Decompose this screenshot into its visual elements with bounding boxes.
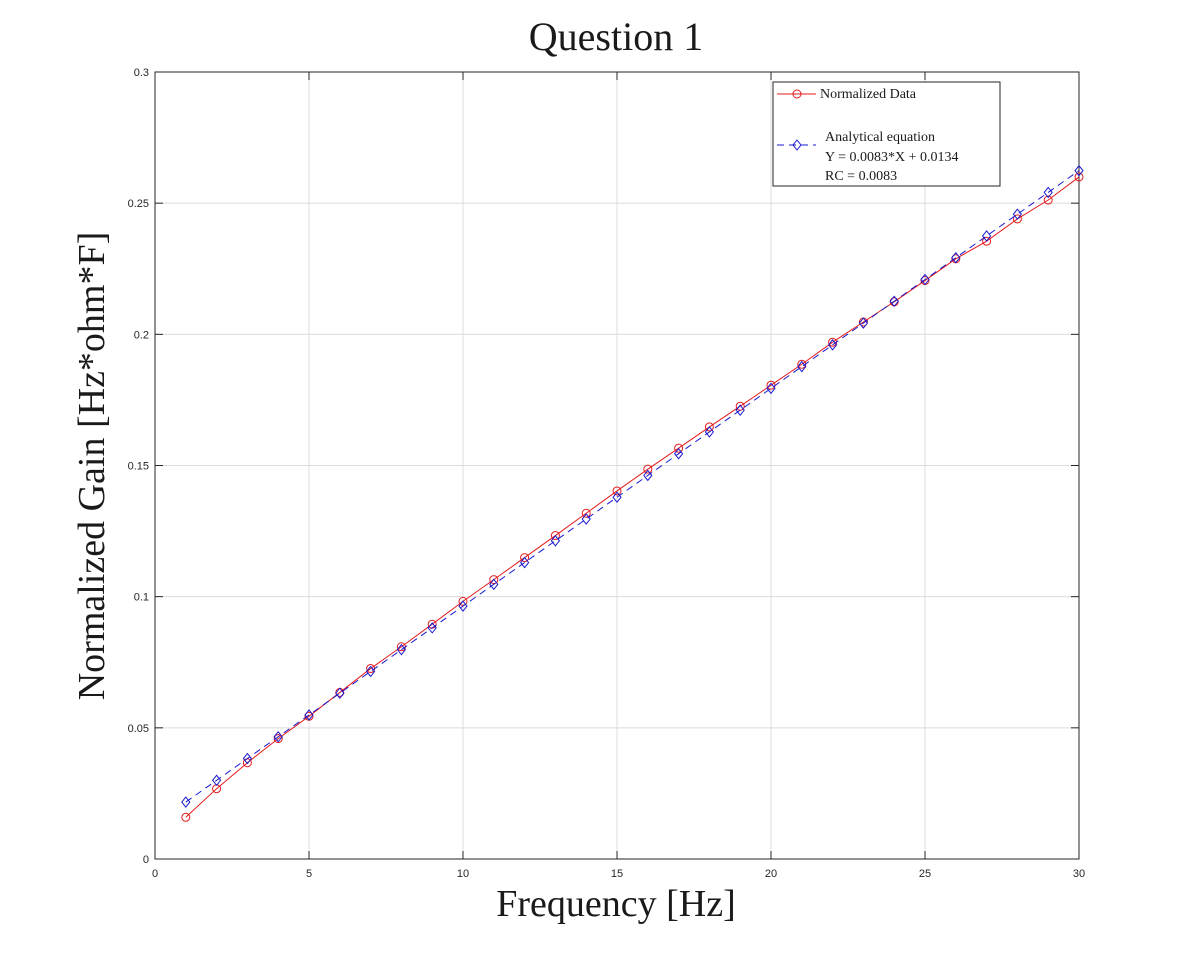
- legend-label-rc: RC = 0.0083: [825, 169, 897, 184]
- data-point-analytical: [519, 556, 530, 569]
- x-tick-label: 5: [306, 868, 312, 880]
- data-point-normalized: [1012, 214, 1022, 224]
- data-point-analytical: [458, 600, 468, 612]
- data-point-analytical: [951, 251, 961, 264]
- data-point-analytical: [735, 404, 745, 416]
- y-axis-label: Normalized Gain [Hz*ohm*F]: [71, 232, 113, 701]
- data-point-normalized: [612, 486, 622, 496]
- data-point-analytical: [427, 622, 437, 634]
- data-point-analytical: [1074, 164, 1084, 177]
- data-point-normalized: [581, 508, 591, 518]
- y-tick-label: 0.3: [134, 67, 149, 79]
- legend-box: [772, 81, 1001, 187]
- data-point-analytical: [889, 295, 899, 308]
- legend-label-normalized-data: Normalized Data: [820, 87, 917, 102]
- x-axis-label: Frequency [Hz]: [496, 883, 736, 925]
- data-point-analytical: [1012, 208, 1023, 220]
- data-series: [181, 164, 1084, 822]
- chart-title: Question 1: [529, 14, 703, 59]
- data-point-analytical: [335, 687, 345, 700]
- data-point-analytical: [211, 774, 222, 787]
- data-point-analytical: [827, 339, 838, 351]
- y-tick-label: 0.15: [128, 461, 149, 473]
- x-tick-label: 15: [611, 868, 623, 880]
- legend-label-analytical-equation: Analytical equation: [825, 130, 935, 145]
- data-point-analytical: [673, 447, 684, 460]
- legend-marker-diamond: [792, 139, 802, 151]
- data-point-normalized: [643, 464, 653, 474]
- data-point-normalized: [458, 596, 468, 606]
- data-point-normalized: [704, 422, 714, 432]
- x-tick-label: 10: [457, 868, 469, 880]
- data-point-analytical: [365, 665, 376, 678]
- data-point-normalized: [550, 531, 560, 541]
- y-tick-label: 0.25: [128, 198, 149, 210]
- x-tick-label: 0: [152, 868, 158, 880]
- x-tick-label: 25: [919, 868, 931, 880]
- data-point-analytical: [550, 534, 561, 547]
- data-point-analytical: [242, 752, 253, 765]
- data-point-normalized: [273, 734, 283, 744]
- data-point-normalized: [520, 553, 530, 563]
- data-point-analytical: [981, 230, 992, 242]
- data-point-analytical: [766, 382, 776, 395]
- data-point-analytical: [396, 643, 407, 656]
- data-point-normalized: [181, 812, 191, 822]
- data-point-analytical: [643, 469, 653, 482]
- data-point-normalized: [674, 443, 684, 453]
- data-point-normalized: [982, 236, 992, 246]
- axis-ticks: 0 5 10 15 20 25 30 0 0.05 0.1 0.15 0.2 0.25 0.3: [128, 67, 1086, 880]
- data-point-normalized: [489, 575, 499, 585]
- x-tick-label: 30: [1073, 868, 1085, 880]
- data-point-analytical: [273, 730, 283, 743]
- data-point-analytical: [704, 426, 715, 438]
- y-tick-label: 0.05: [128, 723, 149, 735]
- legend-marker-circle: [792, 89, 802, 99]
- plot-frame: [154, 71, 1080, 860]
- data-point-analytical: [489, 578, 499, 591]
- legend-label-equation: Y = 0.0083*X + 0.0134: [825, 150, 959, 165]
- data-point-analytical: [612, 491, 622, 504]
- data-point-analytical: [797, 360, 807, 373]
- data-point-analytical: [181, 796, 191, 808]
- y-tick-label: 0.1: [134, 592, 149, 604]
- data-point-analytical: [920, 273, 930, 286]
- data-point-normalized: [1074, 172, 1084, 182]
- y-tick-label: 0.2: [134, 329, 149, 341]
- data-point-normalized: [1043, 195, 1053, 205]
- y-tick-label: 0: [143, 854, 149, 866]
- chart-legend: Normalized Data Analytical equation Y = …: [772, 81, 1001, 187]
- data-point-analytical: [581, 513, 591, 525]
- data-point-analytical: [304, 709, 314, 721]
- x-tick-label: 20: [765, 868, 777, 880]
- data-point-analytical: [858, 317, 869, 329]
- data-point-analytical: [1043, 186, 1053, 199]
- series-line-analytical-equation: [185, 170, 1080, 803]
